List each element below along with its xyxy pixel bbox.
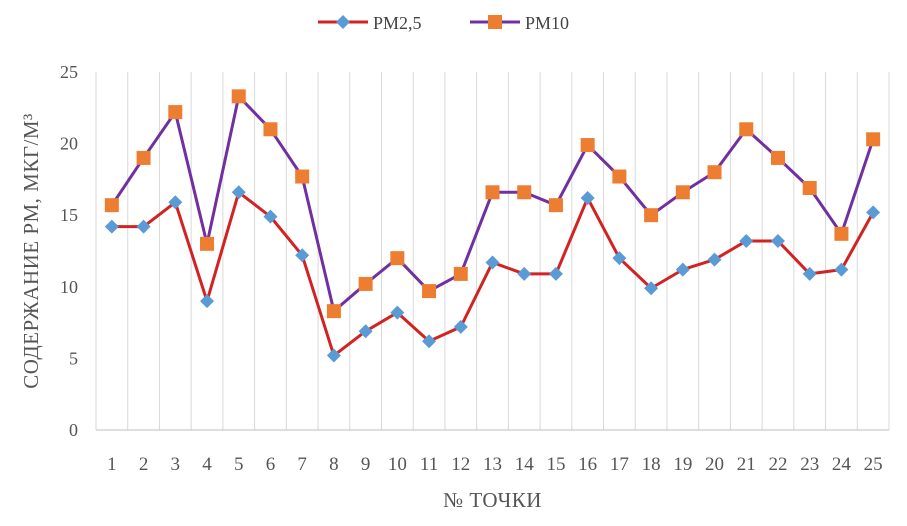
x-axis-ticks: 1 2 3 4 5 6 7 8 9 10 11 12 13 14 15 16 17 18 19 20 21 22 23 24 2…: [107, 454, 883, 475]
data-point-pm10[interactable]: [707, 165, 722, 180]
x-tick-label: 24: [832, 454, 852, 475]
x-tick-label: 19: [673, 454, 692, 475]
data-point-pm25[interactable]: [263, 209, 278, 224]
x-tick-label: 6: [266, 454, 276, 475]
data-point-pm25[interactable]: [644, 281, 659, 296]
data-point-pm25[interactable]: [231, 185, 246, 200]
y-tick-label: 5: [69, 348, 78, 368]
legend-label-pm10: PM10: [525, 13, 569, 33]
x-tick-label: 11: [420, 454, 438, 475]
x-tick-label: 7: [297, 454, 307, 475]
series-layer: [104, 89, 881, 363]
data-point-pm10[interactable]: [580, 138, 595, 153]
x-tick-label: 5: [234, 454, 244, 475]
data-point-pm10[interactable]: [390, 251, 405, 266]
data-point-pm10[interactable]: [770, 150, 785, 165]
data-point-pm10[interactable]: [453, 266, 468, 281]
legend-item-pm10[interactable]: PM10: [470, 13, 569, 33]
legend-item-pm25[interactable]: PM2,5: [318, 13, 422, 33]
data-point-pm25[interactable]: [612, 251, 627, 266]
y-axis-ticks: 0 5 10 15 20 25: [60, 62, 78, 440]
data-point-pm25[interactable]: [866, 205, 881, 220]
x-tick-label: 21: [737, 454, 756, 475]
data-point-pm25[interactable]: [104, 219, 119, 234]
data-point-pm10[interactable]: [866, 132, 881, 147]
x-tick-label: 16: [578, 454, 597, 475]
data-point-pm10[interactable]: [548, 198, 563, 213]
data-point-pm25[interactable]: [548, 266, 563, 281]
data-point-pm25[interactable]: [168, 195, 183, 210]
data-point-pm10[interactable]: [295, 169, 310, 184]
x-tick-label: 20: [705, 454, 724, 475]
data-point-pm25[interactable]: [517, 266, 532, 281]
legend-marker-pm25: [336, 15, 350, 29]
data-point-pm10[interactable]: [612, 169, 627, 184]
data-point-pm10[interactable]: [834, 226, 849, 241]
x-tick-label: 4: [202, 454, 212, 475]
data-point-pm10[interactable]: [485, 185, 500, 200]
data-point-pm25[interactable]: [770, 233, 785, 248]
data-point-pm25[interactable]: [422, 334, 437, 349]
data-point-pm10[interactable]: [326, 304, 341, 319]
data-point-pm10[interactable]: [104, 198, 119, 213]
x-tick-label: 23: [800, 454, 819, 475]
data-point-pm25[interactable]: [834, 262, 849, 277]
x-tick-label: 14: [515, 454, 535, 475]
data-point-pm10[interactable]: [231, 89, 246, 104]
x-axis-title: № ТОЧКИ: [443, 488, 542, 512]
x-tick-label: 17: [610, 454, 629, 475]
data-point-pm10[interactable]: [263, 122, 278, 137]
x-tick-label: 8: [329, 454, 339, 475]
data-point-pm10[interactable]: [517, 185, 532, 200]
x-tick-label: 10: [388, 454, 407, 475]
data-point-pm10[interactable]: [200, 236, 215, 251]
data-point-pm10[interactable]: [136, 150, 151, 165]
x-tick-label: 22: [768, 454, 787, 475]
y-tick-label: 15: [60, 205, 78, 225]
data-point-pm25[interactable]: [453, 319, 468, 334]
x-tick-label: 9: [361, 454, 371, 475]
data-point-pm10[interactable]: [675, 185, 690, 200]
y-tick-label: 0: [69, 420, 78, 440]
x-tick-label: 12: [451, 454, 470, 475]
y-axis-title: СОДЕРЖАНИЕ РМ, МКГ/М³: [19, 113, 43, 389]
data-point-pm25[interactable]: [390, 305, 405, 320]
legend-label-pm25: PM2,5: [373, 13, 422, 33]
legend: PM2,5 PM10: [318, 13, 569, 33]
legend-marker-pm10: [488, 15, 502, 29]
x-tick-label: 15: [546, 454, 565, 475]
y-tick-label: 25: [60, 62, 78, 82]
x-tick-label: 25: [864, 454, 883, 475]
data-point-pm25[interactable]: [295, 248, 310, 263]
data-point-pm10[interactable]: [739, 122, 754, 137]
data-point-pm10[interactable]: [802, 180, 817, 195]
data-point-pm10[interactable]: [644, 208, 659, 223]
x-tick-label: 13: [483, 454, 502, 475]
data-point-pm25[interactable]: [580, 191, 595, 206]
x-tick-label: 18: [642, 454, 661, 475]
data-point-pm25[interactable]: [136, 219, 151, 234]
data-point-pm10[interactable]: [358, 276, 373, 291]
series-line-pm25: [111, 190, 875, 358]
data-point-pm25[interactable]: [739, 233, 754, 248]
y-tick-label: 10: [60, 277, 78, 297]
y-tick-label: 20: [60, 134, 78, 154]
gridlines: [95, 72, 890, 430]
data-point-pm10[interactable]: [422, 284, 437, 299]
x-tick-label: 2: [139, 454, 149, 475]
data-point-pm25[interactable]: [485, 255, 500, 270]
data-point-pm25[interactable]: [675, 262, 690, 277]
x-tick-label: 3: [171, 454, 181, 475]
data-point-pm25[interactable]: [358, 324, 373, 339]
x-tick-label: 1: [107, 454, 117, 475]
data-point-pm25[interactable]: [707, 252, 722, 267]
data-point-pm25[interactable]: [200, 294, 215, 309]
data-point-pm25[interactable]: [326, 348, 341, 363]
data-point-pm25[interactable]: [802, 266, 817, 281]
series-line-pm10: [110, 94, 875, 313]
data-point-pm10[interactable]: [168, 105, 183, 120]
